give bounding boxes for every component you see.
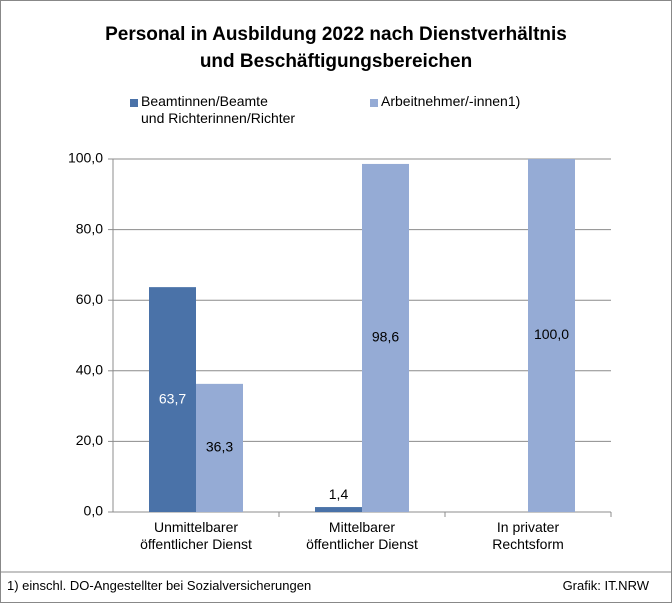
legend-entry: Arbeitnehmer/-innen1) <box>370 93 520 110</box>
x-tick-label: Mittelbarer öffentlicher Dienst <box>306 519 418 552</box>
y-tick-label: 60,0 <box>76 291 103 307</box>
source: Grafik: IT.NRW <box>562 578 649 593</box>
data-label: 100,0 <box>534 326 569 342</box>
legend-swatch <box>370 99 378 107</box>
data-label: 36,3 <box>206 439 233 455</box>
bar <box>196 383 243 512</box>
bar <box>528 159 575 512</box>
chart-title: Personal in Ausbildung 2022 nach Dienstv… <box>105 24 567 72</box>
y-tick-label: 100,0 <box>68 150 103 166</box>
y-tick-label: 0,0 <box>84 503 104 519</box>
legend-entry: Beamtinnen/Beamte und Richterinnen/Richt… <box>130 93 295 127</box>
data-label: 63,7 <box>159 390 186 406</box>
y-tick-label: 40,0 <box>76 362 103 378</box>
x-tick-label: Unmittelbarer öffentlicher Dienst <box>140 519 252 552</box>
footnote: 1) einschl. DO-Angestellter bei Sozialve… <box>7 578 312 593</box>
bar <box>149 287 196 512</box>
bar <box>362 163 409 512</box>
data-label: 98,6 <box>372 329 399 345</box>
legend-swatch <box>130 99 138 107</box>
y-tick-label: 20,0 <box>76 432 103 448</box>
y-tick-label: 80,0 <box>76 220 103 236</box>
bar <box>315 507 362 512</box>
x-tick-label: In privater Rechtsform <box>492 519 564 552</box>
data-label: 1,4 <box>329 486 349 502</box>
